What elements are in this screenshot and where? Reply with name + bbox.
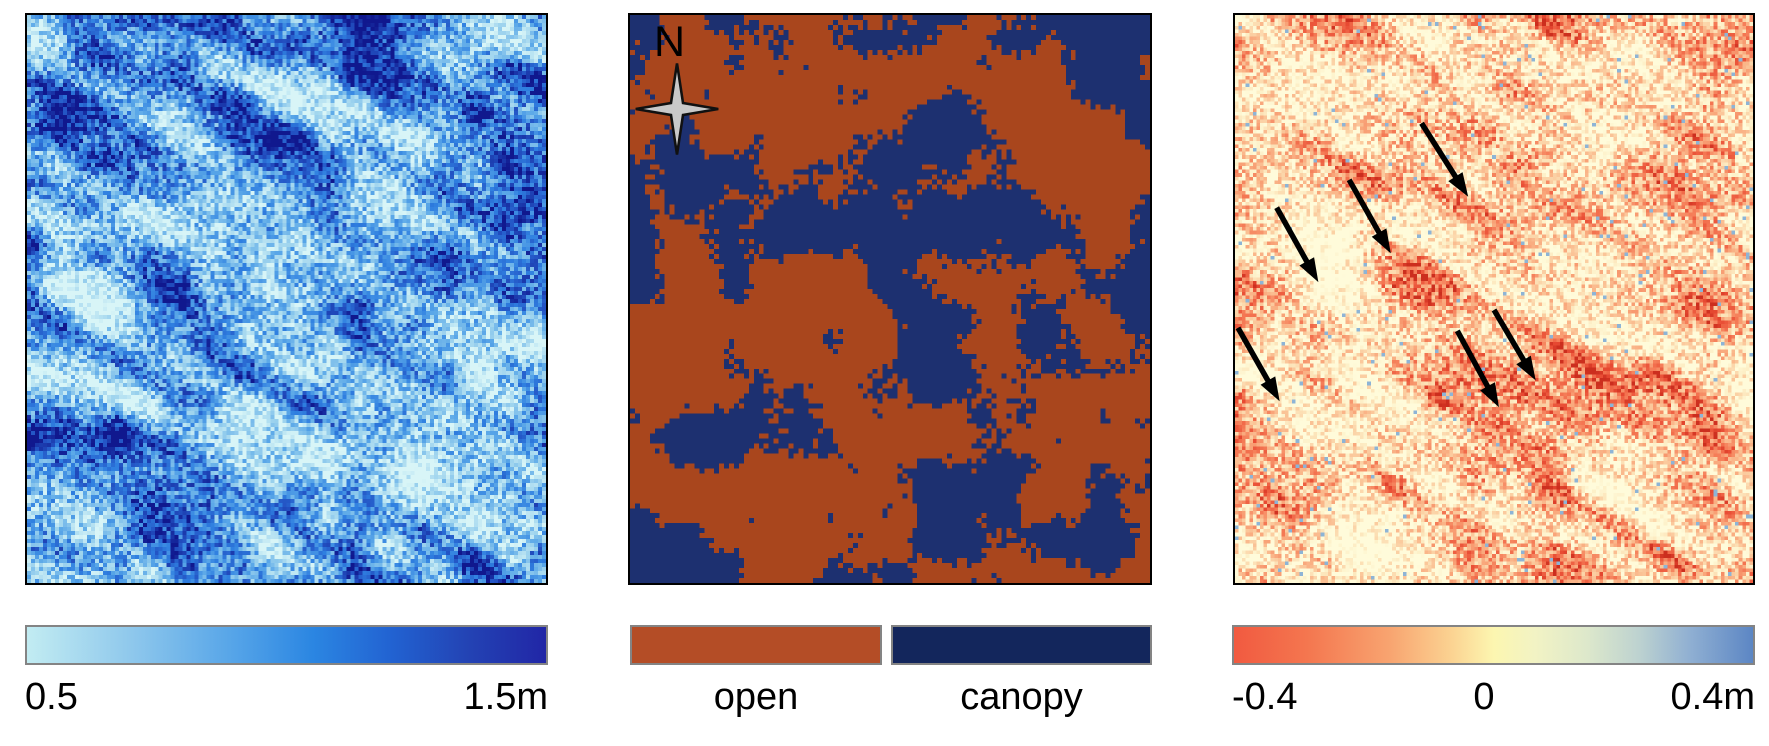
snow-depth-colorbar bbox=[25, 625, 548, 665]
difference-max-label: 0.4m bbox=[1670, 676, 1755, 718]
annotation-arrow-line bbox=[1346, 178, 1383, 237]
snow-depth-max-label: 1.5m bbox=[463, 676, 548, 718]
annotation-arrow-line bbox=[1454, 329, 1492, 391]
compass-star-icon bbox=[635, 63, 719, 155]
annotation-arrow-head bbox=[1260, 376, 1280, 402]
annotation-arrow-head bbox=[1371, 228, 1391, 254]
annotation-arrow-line bbox=[1491, 308, 1528, 364]
open-class-label: open bbox=[713, 676, 799, 718]
classification-map: N bbox=[628, 13, 1152, 585]
snow-depth-raster-canvas bbox=[27, 15, 546, 583]
compass-north-label: N bbox=[654, 18, 686, 66]
compass: N bbox=[630, 15, 1150, 583]
open-legend-swatch bbox=[630, 625, 882, 665]
annotation-arrow-head bbox=[1448, 172, 1469, 197]
snow-depth-colorbar-labels: 0.5 1.5m bbox=[25, 676, 548, 720]
annotation-arrow-line bbox=[1235, 326, 1272, 385]
difference-colorbar bbox=[1232, 625, 1755, 665]
difference-map bbox=[1233, 13, 1755, 585]
difference-mid-label: 0 bbox=[1473, 676, 1495, 718]
annotation-arrow-line bbox=[1419, 121, 1460, 181]
difference-colorbar-labels: -0.4 0 0.4m bbox=[1232, 676, 1755, 720]
difference-min-label: -0.4 bbox=[1232, 676, 1298, 718]
difference-raster-canvas bbox=[1235, 15, 1753, 583]
canopy-class-label: canopy bbox=[960, 676, 1083, 718]
canopy-legend-swatch bbox=[891, 625, 1152, 665]
annotation-arrow-head bbox=[1299, 257, 1319, 283]
difference-arrows-overlay bbox=[1235, 121, 1536, 408]
annotation-arrow-head bbox=[1480, 382, 1499, 408]
snow-depth-min-label: 0.5 bbox=[25, 676, 78, 718]
annotation-arrow-head bbox=[1516, 355, 1536, 381]
annotation-arrow-line bbox=[1274, 206, 1311, 266]
snow-depth-map bbox=[25, 13, 548, 585]
